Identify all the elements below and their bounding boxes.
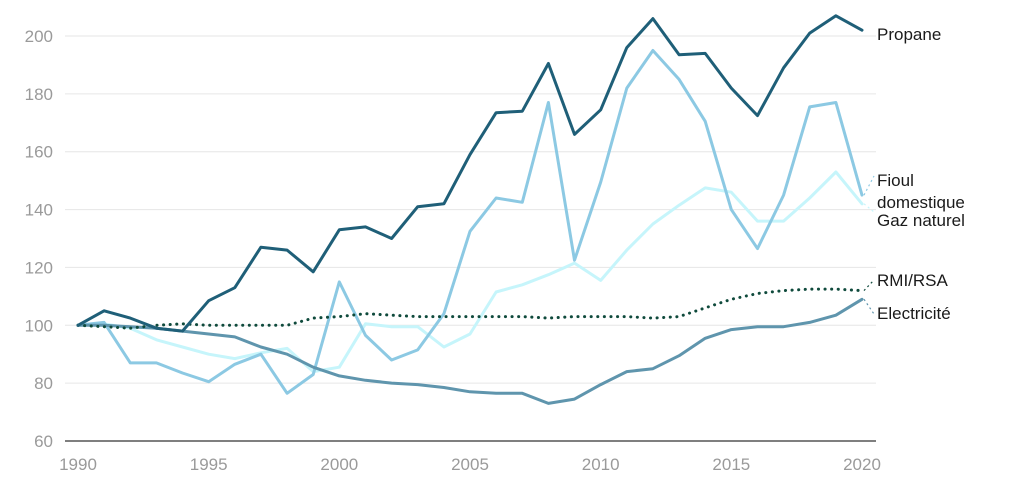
y-tick-label: 160 (25, 143, 53, 162)
leader-line (863, 279, 875, 291)
series-end-label: Fioul (877, 171, 914, 190)
x-tick-label: 2010 (582, 455, 620, 474)
series-lines (76, 14, 864, 405)
y-tick-label: 200 (25, 27, 53, 46)
y-axis-tick-labels: 60 80 100 120 140 160 180 200 (25, 27, 53, 451)
series-end-label: Electricité (877, 304, 951, 323)
x-tick-label: 2020 (843, 455, 881, 474)
series-line-electricit- (76, 297, 864, 405)
x-tick-label: 1990 (59, 455, 97, 474)
series-line-gaz-naturel (76, 170, 864, 374)
leader-line (863, 203, 875, 213)
label-leader-lines (863, 175, 875, 315)
series-end-label: RMI/RSA (877, 271, 949, 290)
x-tick-label: 2000 (320, 455, 358, 474)
series-end-label: Propane (877, 25, 941, 44)
x-axis-tick-labels: 1990 1995 2000 2005 2010 2015 2020 (59, 455, 881, 474)
y-tick-label: 100 (25, 316, 53, 335)
y-tick-label: 180 (25, 85, 53, 104)
x-tick-label: 2015 (712, 455, 750, 474)
x-tick-label: 2005 (451, 455, 489, 474)
leader-line (863, 298, 875, 315)
x-tick-label: 1995 (190, 455, 228, 474)
y-tick-label: 60 (34, 432, 53, 451)
series-line-propane (76, 14, 864, 333)
series-line-rmi-rsa (76, 287, 864, 330)
y-tick-label: 80 (34, 374, 53, 393)
series-end-label: domestique (877, 193, 965, 212)
leader-line (863, 175, 875, 196)
y-tick-label: 140 (25, 201, 53, 220)
y-tick-label: 120 (25, 258, 53, 277)
series-end-label: Gaz naturel (877, 211, 965, 230)
series-line-fioul-domestique (76, 49, 864, 395)
